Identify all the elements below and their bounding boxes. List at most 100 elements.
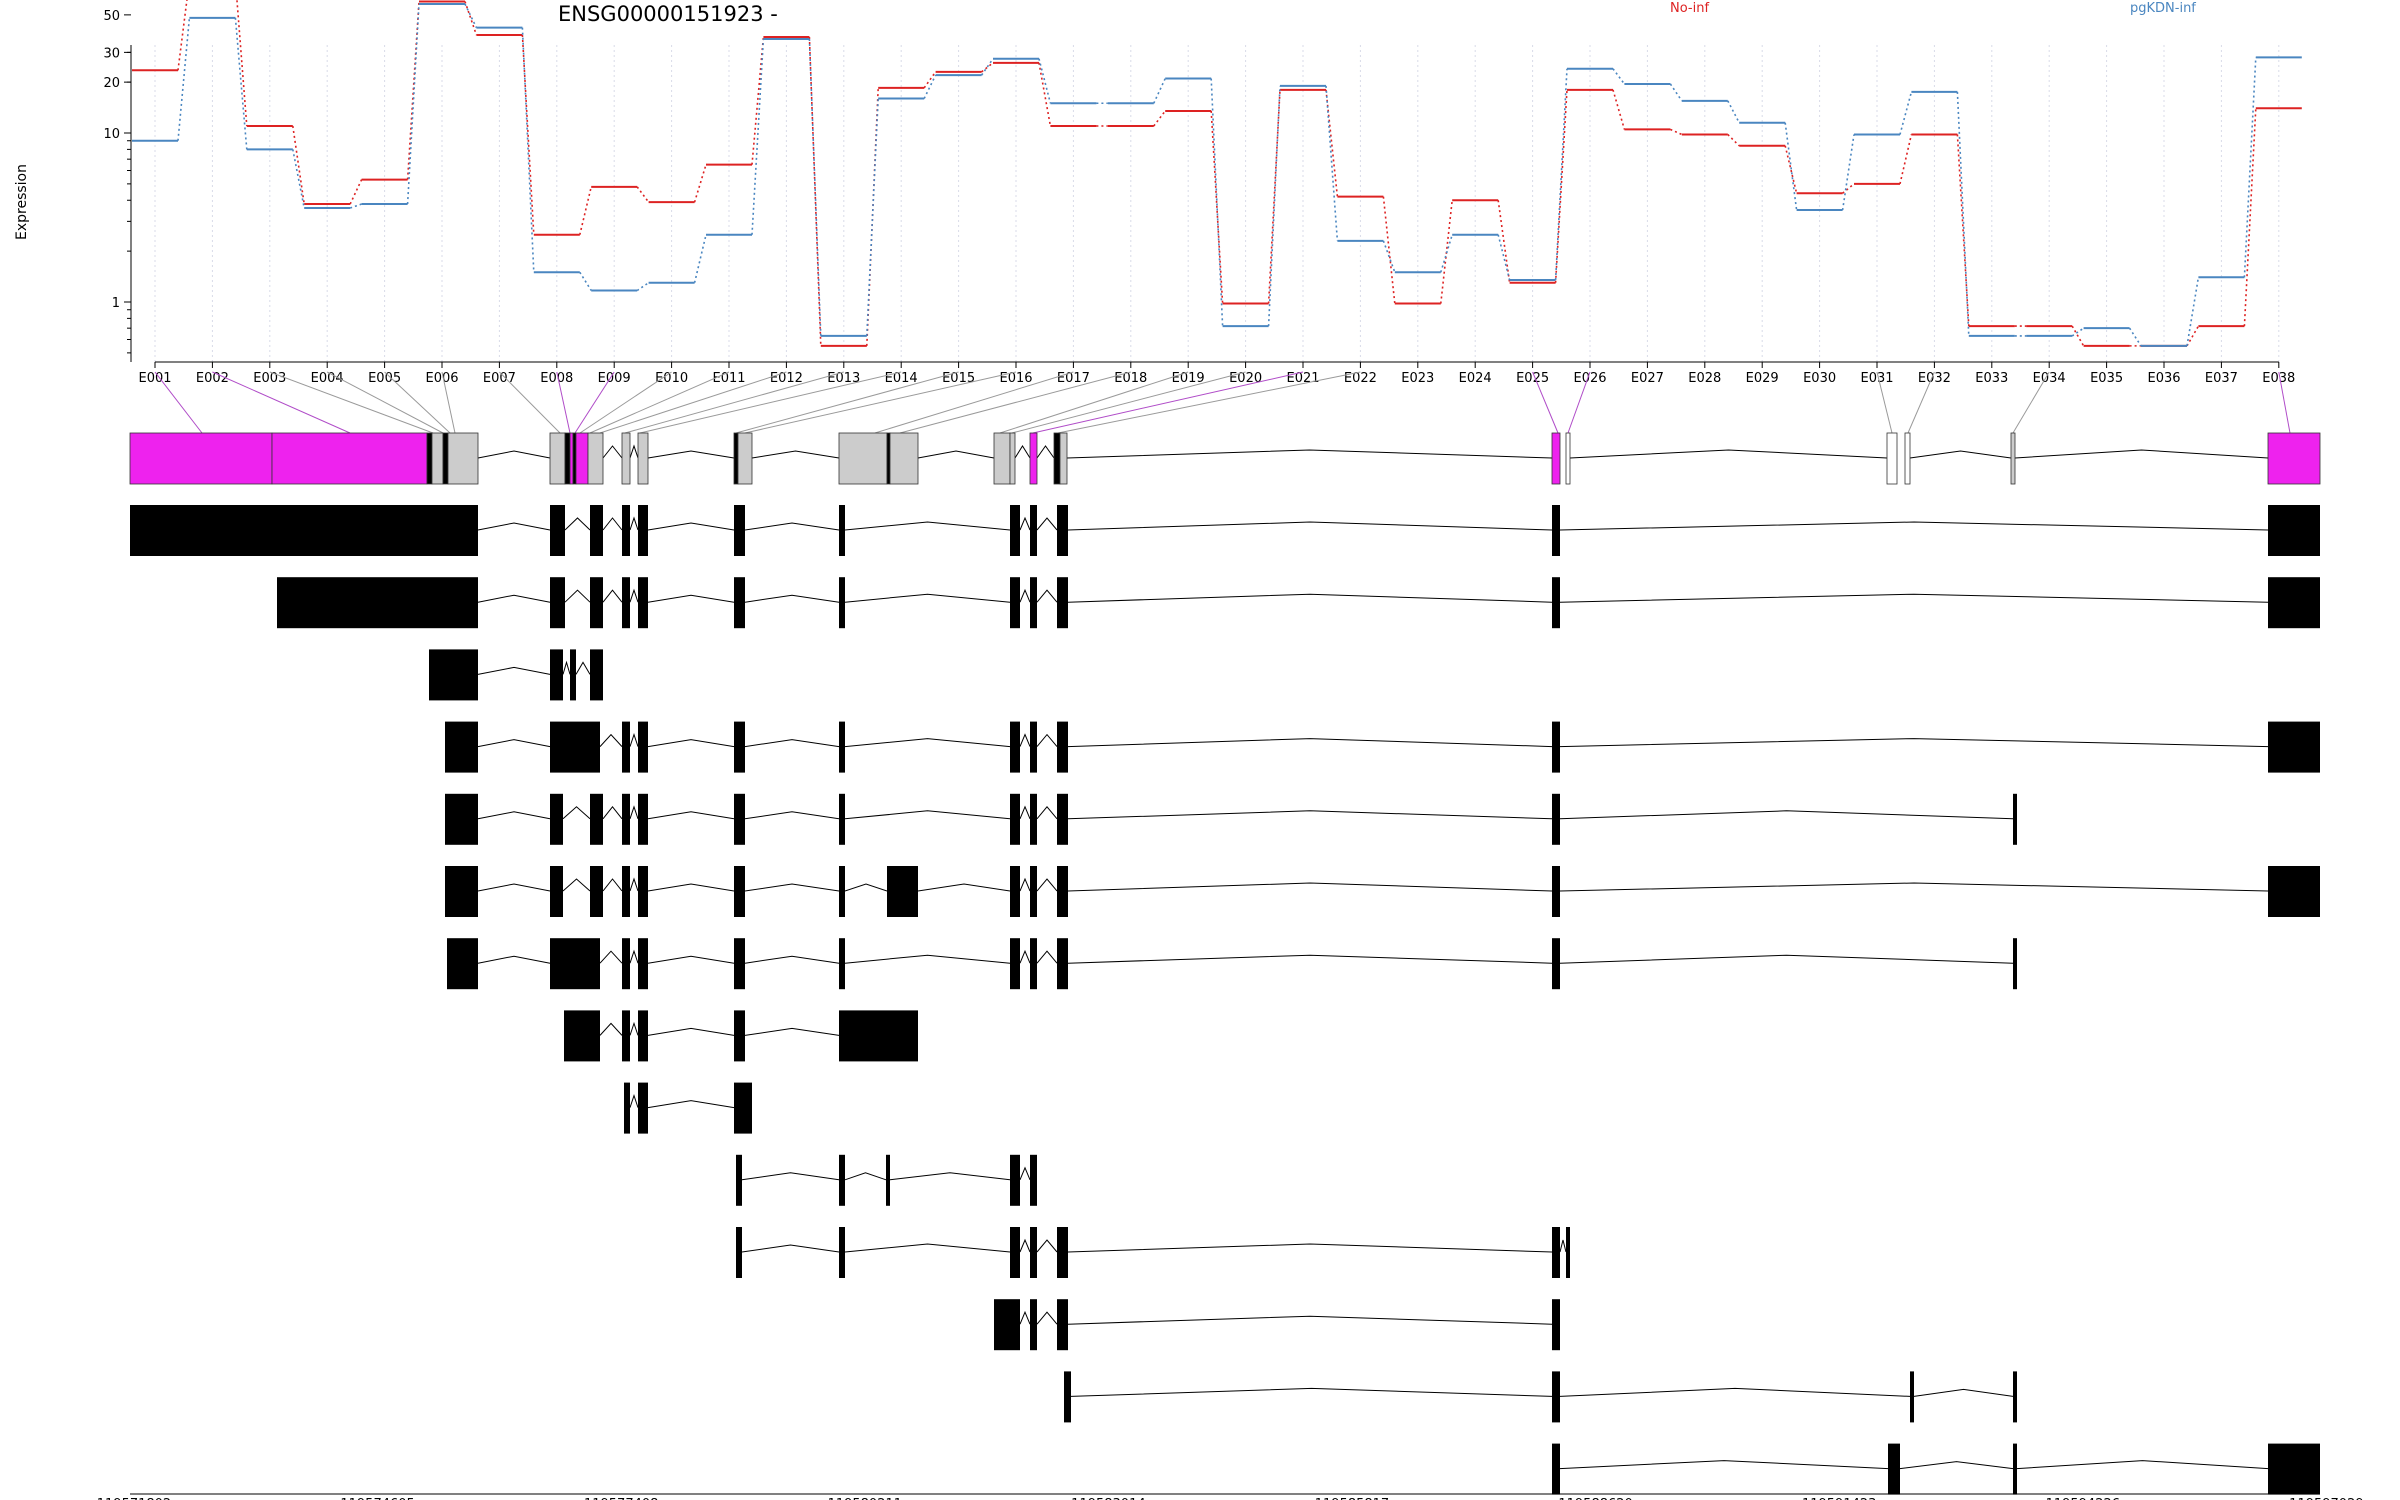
y-tick-label: 1 (112, 296, 120, 311)
transcript-5 (445, 793, 2017, 845)
exon-block (624, 1082, 630, 1134)
genomic-tick-label: 119585817 (1315, 1497, 1389, 1500)
exon-block (734, 505, 745, 556)
gene-model-intron (1569, 449, 1888, 459)
gene-model-exon (1029, 432, 1038, 485)
gene-model-exon (549, 432, 566, 485)
series-0-transition (1612, 89, 1626, 130)
exon-block (1057, 866, 1068, 917)
intron-line (647, 883, 735, 892)
genomic-tick-label: 119577408 (584, 1497, 658, 1500)
intron-line (1036, 1311, 1058, 1325)
intron-line (1036, 733, 1058, 747)
exon-block (734, 1082, 752, 1134)
exon-mapping-line (269, 371, 434, 434)
exon-block (734, 577, 745, 629)
exon-block (638, 1082, 648, 1134)
intron-line (1913, 1388, 2014, 1397)
intron-line (1067, 1243, 1553, 1253)
transcript-12 (994, 1299, 1560, 1351)
exon-block (887, 866, 918, 917)
series-1-transition (1669, 83, 1683, 102)
genomic-tick-label: 119594226 (2046, 1497, 2120, 1500)
exon-block (550, 721, 600, 773)
gene-model-exon (733, 432, 739, 485)
exon-block (1552, 505, 1560, 556)
intron-line (602, 589, 623, 603)
intron-line (647, 1100, 735, 1109)
exon-block (622, 505, 630, 556)
exon-block (1030, 793, 1037, 845)
x-tick-label: E031 (1860, 371, 1893, 386)
exon-block (1010, 866, 1020, 917)
series-0-transition (292, 125, 305, 205)
x-tick-label: E026 (1573, 371, 1606, 386)
gene-model-exon (2267, 432, 2321, 485)
exon-mapping-line (154, 371, 203, 434)
exon-block (622, 938, 630, 990)
exon-block (550, 938, 600, 990)
series-0-transition (751, 36, 765, 165)
exon-block (622, 866, 630, 917)
x-tick-label: E022 (1344, 371, 1377, 386)
exon-block (1030, 1227, 1037, 1278)
gene-model-intron (1014, 445, 1031, 459)
intron-line (1559, 593, 2269, 603)
exon-block (734, 1010, 745, 1062)
intron-line (844, 883, 888, 892)
exon-block (734, 721, 745, 773)
exon-block (1552, 1443, 1560, 1495)
y-axis-label: Expression (14, 164, 30, 240)
series-1-transition (1554, 68, 1568, 281)
intron-line (477, 594, 551, 603)
gene-model-exon (637, 432, 649, 485)
exon-mapping-line (999, 371, 1189, 434)
exon-block (839, 1010, 918, 1062)
intron-line (629, 805, 639, 819)
intron-line (1070, 1387, 1553, 1397)
x-tick-label: E038 (2262, 371, 2295, 386)
exon-block (1030, 1154, 1037, 1206)
intron-line (1036, 1239, 1058, 1253)
series-1-transition (521, 27, 535, 273)
intron-line (647, 955, 735, 964)
exon-mapping-line (441, 371, 456, 434)
intron-line (844, 1172, 887, 1181)
expression-lines (132, 0, 2302, 347)
x-tick-label: E035 (2090, 371, 2123, 386)
genomic-tick-label: 119583014 (1071, 1497, 1145, 1500)
exon-block (550, 866, 563, 917)
exon-block (1030, 505, 1037, 556)
series-0-transition (1038, 62, 1052, 127)
intron-line (477, 739, 551, 748)
legend-pgkdn-inf: pgKDN-inf (2130, 1, 2196, 16)
series-1-transition (1210, 78, 1224, 327)
gene-model-exon (447, 432, 479, 485)
gene-model-intron (917, 450, 995, 459)
intron-line (744, 522, 840, 531)
gene-model-exon (587, 432, 604, 485)
genomic-tick-label: 119591423 (1802, 1497, 1876, 1500)
series-1-transition (2243, 57, 2257, 278)
series-0-transition (866, 87, 879, 346)
series-1-transition (1153, 78, 1166, 104)
intron-line (1019, 588, 1031, 603)
series-1-transition (2128, 327, 2142, 347)
exon-mapping-line (735, 371, 959, 434)
x-tick-label: E020 (1229, 371, 1262, 386)
intron-line (629, 877, 639, 892)
exon-block (445, 721, 478, 773)
intron-line (741, 1244, 840, 1253)
exon-block (2268, 577, 2320, 629)
intron-line (647, 522, 735, 531)
exon-block (429, 649, 478, 701)
series-0-transition (1727, 133, 1740, 147)
exon-block (1010, 1154, 1020, 1206)
gene-model-intron (751, 450, 840, 459)
series-1-transition (1038, 58, 1052, 104)
exon-mapping-line (1057, 371, 1361, 434)
transcript-1 (130, 505, 2320, 556)
intron-line (844, 521, 1011, 531)
x-tick-label: E032 (1918, 371, 1951, 386)
